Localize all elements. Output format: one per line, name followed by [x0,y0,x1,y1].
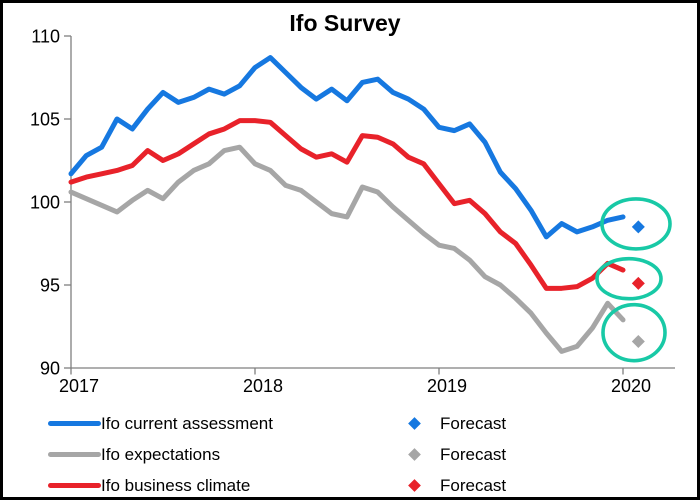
series-line-ifo-business-climate [68,118,626,291]
forecast-diamond-ifo-business-climate [631,276,645,290]
forecast-diamond-ifo-current-assessment [631,220,645,234]
x-tick-label-2017: 2017 [59,376,99,396]
y-tick-label-105: 105 [30,110,60,130]
y-tick-label-100: 100 [30,193,60,213]
highlight-ellipse-ifo-expectations [601,302,667,363]
y-tick-label-110: 110 [31,27,60,47]
highlight-ellipse-ifo-current-assessment [600,197,672,251]
y-tick-label-90: 90 [40,359,60,379]
series-line-ifo-expectations [68,144,626,354]
y-tick-label-95: 95 [40,276,60,296]
x-tick-label-2020: 2020 [611,376,651,396]
chart-title: Ifo Survey [289,10,401,36]
x-tick-label-2019: 2019 [427,376,467,396]
series-line-ifo-current-assessment [68,55,626,240]
highlight-ellipse-ifo-business-climate [595,256,663,301]
forecast-diamond-ifo-expectations [631,334,645,348]
x-tick-label-2018: 2018 [243,376,283,396]
